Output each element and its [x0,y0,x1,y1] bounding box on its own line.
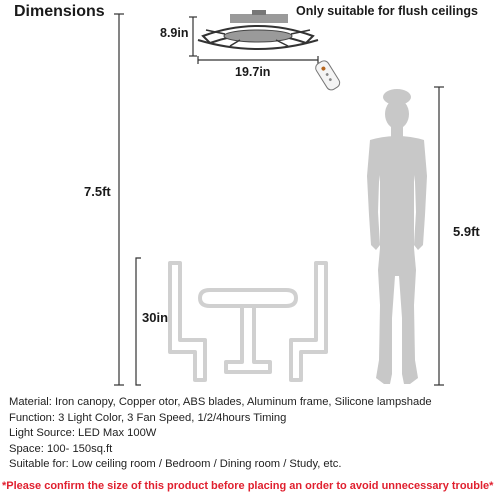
spec-suitable-for: Suitable for: Low ceiling room / Bedroom… [9,458,342,470]
ceiling-fan-icon [197,10,319,50]
ceiling-height-dimension [114,13,124,386]
spec-space: Space: 100- 150sq.ft [9,442,113,455]
fan-height-label: 8.9in [160,26,189,40]
spec-list: Material: Iron canopy, Copper otor, ABS … [9,395,499,473]
size-warning: *Please confirm the size of this product… [2,480,494,492]
table-height-dimension [135,257,141,386]
fan-width-label: 19.7in [235,65,271,79]
remote-control-icon [315,60,341,91]
spec-material: Material: Iron canopy, Copper otor, ABS … [9,396,432,408]
person-silhouette-icon [367,89,427,384]
fan-width-dimension [197,56,319,64]
table-height-label: 30in [142,310,169,325]
spec-light-source: Light Source: LED Max 100W [9,427,157,439]
page-title: Dimensions [14,3,105,20]
fan-height-dimension [189,16,197,57]
spec-function: Function: 3 Light Color, 3 Fan Speed, 1/… [9,411,287,424]
person-height-label: 5.9ft [453,224,480,239]
table-chairs-icon [168,261,328,382]
person-height-dimension [434,86,444,386]
flush-ceiling-note: Only suitable for flush ceilings [296,4,478,18]
ceiling-height-label: 7.5ft [84,184,111,199]
